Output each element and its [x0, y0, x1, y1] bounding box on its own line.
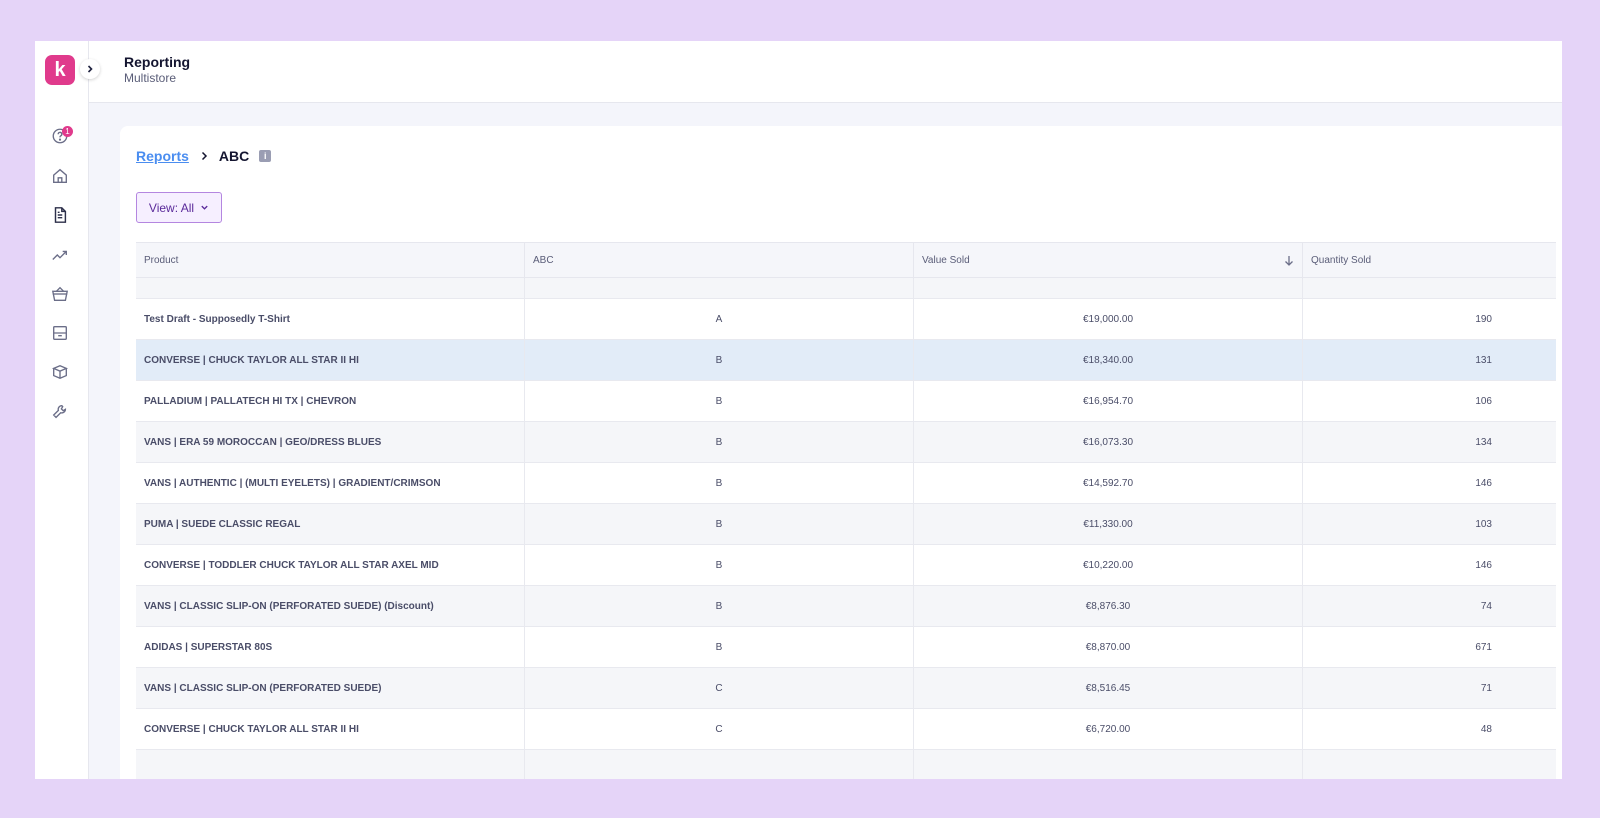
value-sold-cell: €19,034.40: [914, 278, 1303, 299]
abc-cell: A: [525, 299, 914, 340]
abc-cell: B: [525, 278, 914, 299]
value-sold-cell: €6,720.00: [914, 709, 1303, 750]
table-row[interactable]: CONVERSE | CHUCK TAYLOR ALL STAR II HI B €…: [136, 340, 1556, 381]
value-sold-cell: €8,870.00: [914, 627, 1303, 668]
box-icon[interactable]: [50, 362, 70, 382]
quantity-sold-cell: [1303, 750, 1556, 779]
table-row[interactable]: PALLADIUM | PALLATECH HI TX | CHEVRON B €1…: [136, 381, 1556, 422]
abc-cell: B: [525, 627, 914, 668]
logo: k: [45, 55, 75, 85]
table-row[interactable]: VANS | CLASSIC SLIP-ON (PERFORATED SUEDE…: [136, 668, 1556, 709]
column-header-value-sold[interactable]: Value Sold: [914, 243, 1303, 279]
abc-cell: B: [525, 504, 914, 545]
table-row[interactable]: PUMA | SUEDE CLASSIC REGAL B €11,330.00 103: [136, 504, 1556, 545]
expand-sidebar-button[interactable]: [80, 59, 100, 79]
product-cell: SUPRA | MENS VAIDER: [136, 278, 525, 299]
column-header-quantity-sold[interactable]: Quantity Sold: [1311, 255, 1372, 266]
table-row[interactable]: ADIDAS | SUPERSTAR 80S B €8,870.00 671: [136, 627, 1556, 668]
drawer-icon[interactable]: [50, 323, 70, 343]
table-row[interactable]: CONVERSE | TODDLER CHUCK TAYLOR ALL STAR…: [136, 545, 1556, 586]
abc-cell: B: [525, 340, 914, 381]
table-rows: SUPRA | MENS VAIDERB€19,034.40112Test Dr…: [136, 278, 1556, 779]
quantity-sold-cell: 131: [1475, 355, 1492, 366]
abc-cell: B: [525, 545, 914, 586]
table-header: Product ABC Value Sold Quantity Sold: [136, 242, 1556, 279]
breadcrumb: Reports ABC i: [136, 148, 272, 164]
report-card: Reports ABC i View: All Product ABC Valu…: [120, 126, 1562, 779]
value-sold-cell: €8,516.45: [914, 668, 1303, 709]
value-sold-cell: €11,330.00: [914, 504, 1303, 545]
view-filter-dropdown[interactable]: View: All: [136, 192, 222, 223]
home-icon[interactable]: [50, 166, 70, 186]
product-cell: Test Draft - Supposedly T-Shirt: [136, 299, 525, 340]
basket-icon[interactable]: [50, 284, 70, 304]
sidebar: k 1: [35, 41, 89, 779]
value-sold-cell: €16,073.30: [914, 422, 1303, 463]
column-header-abc[interactable]: ABC: [525, 243, 914, 279]
quantity-sold-cell: 103: [1475, 519, 1492, 530]
value-sold-cell: €10,220.00: [914, 545, 1303, 586]
quantity-sold-cell: 74: [1480, 601, 1492, 612]
quantity-sold-cell: 71: [1480, 683, 1492, 694]
quantity-sold-cell: 106: [1475, 396, 1492, 407]
product-cell: PUMA | SUEDE CLASSIC REGAL: [136, 504, 525, 545]
quantity-sold-cell: 134: [1475, 437, 1492, 448]
value-sold-cell: €14,592.70: [914, 463, 1303, 504]
product-cell: CONVERSE | CHUCK TAYLOR ALL STAR II HI: [136, 709, 525, 750]
column-header-value-sold-label: Value Sold: [922, 255, 970, 266]
quantity-sold-cell: 146: [1475, 478, 1492, 489]
abc-cell: B: [525, 586, 914, 627]
value-sold-cell: €8,876.30: [914, 586, 1303, 627]
product-cell: CONVERSE | TODDLER CHUCK TAYLOR ALL STAR…: [136, 545, 525, 586]
quantity-sold-cell: 112: [1303, 278, 1556, 299]
value-sold-cell: €16,954.70: [914, 381, 1303, 422]
product-cell: VANS | CLASSIC SLIP-ON (PERFORATED SUEDE…: [136, 668, 525, 709]
chevron-down-icon: [201, 205, 208, 210]
chevron-right-icon: [87, 65, 93, 73]
table-row[interactable]: CONVERSE | CHUCK TAYLOR ALL STAR II HI C €…: [136, 709, 1556, 750]
abc-cell: B: [525, 381, 914, 422]
view-filter-label: View: All: [148, 200, 195, 215]
abc-cell: C: [525, 668, 914, 709]
abc-cell: B: [525, 463, 914, 504]
chevron-right-icon: [201, 151, 207, 161]
breadcrumb-current: ABC: [218, 148, 250, 164]
value-sold-cell: [914, 750, 1303, 779]
product-cell: VANS | ERA 59 MOROCCAN | GEO/DRESS BLUES: [136, 422, 525, 463]
quantity-sold-cell: 48: [1480, 724, 1492, 735]
product-cell: CONVERSE | CHUCK TAYLOR ALL STAR II HI: [136, 340, 525, 381]
sort-descending-icon[interactable]: [1284, 255, 1294, 267]
product-cell: VANS | CLASSIC SLIP-ON (PERFORATED SUEDE…: [136, 586, 525, 627]
table-row[interactable]: VANS | ERA 59 MOROCCAN | GEO/DRESS BLUES…: [136, 422, 1556, 463]
product-cell: VANS | AUTHENTIC | (MULTI EYELETS) | GRA…: [136, 463, 525, 504]
abc-cell: B: [525, 422, 914, 463]
product-cell: ADIDAS | SUPERSTAR 80S: [136, 627, 525, 668]
table-row[interactable]: VANS | AUTHENTIC | (MULTI EYELETS) | GRA…: [136, 463, 1556, 504]
document-icon[interactable]: [50, 205, 70, 225]
app-window: k 1 Reporting Multistore: [35, 41, 1562, 779]
value-sold-cell: €19,000.00: [914, 299, 1303, 340]
page-subtitle: Multistore: [124, 71, 177, 85]
abc-cell: [525, 750, 914, 779]
top-bar: Reporting Multistore: [89, 41, 1562, 103]
notification-badge: 1: [62, 126, 73, 137]
table-row[interactable]: Test Draft - Supposedly T-Shirt A €19,000.…: [136, 299, 1556, 340]
table-row[interactable]: SUPRA | MENS VAIDERB€19,034.40112: [136, 278, 1556, 299]
page-title: Reporting: [124, 54, 191, 70]
info-icon[interactable]: i: [259, 150, 272, 162]
abc-cell: C: [525, 709, 914, 750]
table-row[interactable]: VANS | CLASSIC SLIP-ON (PERFORATED SUEDE…: [136, 586, 1556, 627]
trend-icon[interactable]: [50, 245, 70, 265]
product-cell: [136, 750, 525, 779]
value-sold-cell: €18,340.00: [914, 340, 1303, 381]
quantity-sold-cell: 671: [1475, 642, 1492, 653]
table-row[interactable]: [136, 750, 1556, 779]
quantity-sold-cell: 190: [1475, 314, 1492, 325]
wrench-icon[interactable]: [50, 402, 70, 422]
table-body: SUPRA | MENS VAIDERB€19,034.40112Test Dr…: [136, 278, 1556, 779]
quantity-sold-cell: 146: [1475, 560, 1492, 571]
column-header-product[interactable]: Product: [136, 243, 525, 279]
breadcrumb-reports-link[interactable]: Reports: [136, 148, 189, 164]
product-cell: PALLADIUM | PALLATECH HI TX | CHEVRON: [136, 381, 525, 422]
